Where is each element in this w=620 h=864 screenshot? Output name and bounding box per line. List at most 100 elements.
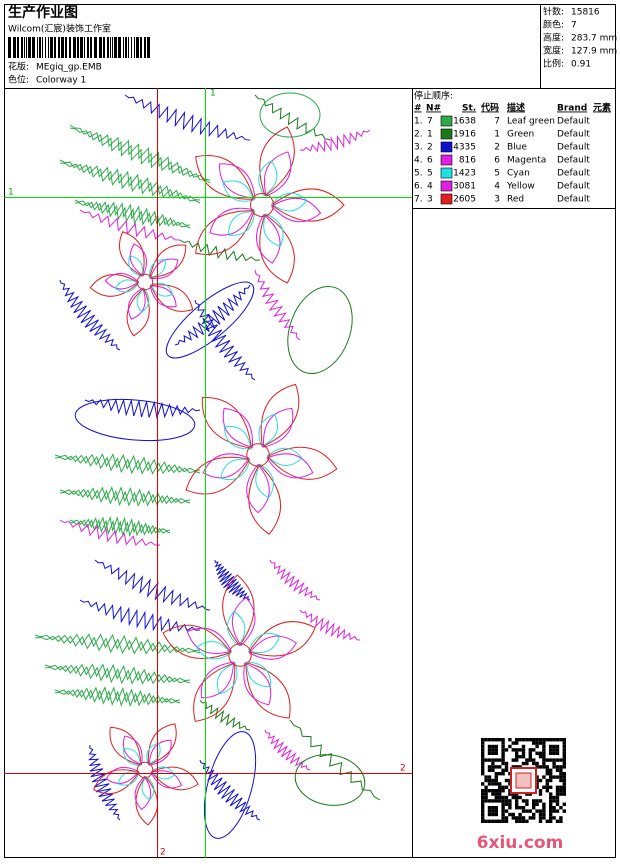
qr-module (562, 775, 566, 779)
qr-module (498, 795, 502, 800)
qr-module (545, 768, 549, 772)
qr-module (542, 765, 546, 769)
qr-module (535, 751, 539, 755)
qr-module (504, 765, 509, 769)
row-needle: 4 (427, 182, 433, 192)
qr-module (515, 795, 519, 800)
stitch-zigzag (59, 489, 191, 507)
qr-module (532, 799, 536, 803)
qr-module (508, 744, 512, 749)
qr-module (562, 744, 566, 749)
row-stitches: 1638 (453, 117, 476, 127)
petal (149, 285, 177, 308)
qr-module (501, 806, 505, 810)
qr-module (545, 789, 549, 793)
qr-module (552, 816, 556, 820)
qr-module (515, 802, 519, 806)
info-label: 针数: (543, 6, 564, 18)
qr-module (481, 789, 485, 793)
qr-module (562, 755, 566, 759)
qr-module (498, 782, 502, 786)
stitch-zigzag (174, 284, 251, 346)
row-desc: Leaf green (507, 117, 555, 127)
stitch-zigzag (59, 486, 191, 504)
design-label: 花版: (8, 61, 29, 73)
qr-module (559, 792, 563, 796)
qr-module (504, 799, 509, 803)
qr-module (494, 778, 498, 783)
qr-module (487, 738, 492, 742)
qr-module (542, 755, 546, 759)
qr-module (562, 758, 566, 762)
bar-line (17, 37, 19, 58)
flower-center (136, 273, 154, 291)
column-header: Brand (557, 104, 587, 114)
stitch-zigzag (69, 519, 171, 538)
leaf-outline (74, 398, 196, 442)
qr-module (484, 819, 488, 823)
row-num: 6. (414, 182, 423, 192)
petal (258, 160, 278, 197)
color-swatch (440, 154, 453, 166)
qr-module (487, 806, 492, 810)
qr-module (538, 812, 543, 817)
row-num: 2. (414, 130, 423, 140)
qr-module (542, 751, 546, 755)
qr-module (481, 761, 485, 766)
qr-module (559, 738, 563, 742)
row-needle: 1 (427, 130, 433, 140)
qr-module (538, 816, 543, 820)
qr-module (525, 799, 529, 803)
qr-module (491, 806, 495, 810)
qr-module (525, 809, 529, 813)
qr-module (518, 812, 522, 817)
column-header: 元素 (593, 102, 611, 114)
row-stitches: 4335 (453, 143, 476, 153)
bar-line (134, 37, 135, 58)
qr-module (552, 809, 556, 813)
qr-module (562, 785, 566, 789)
stitch-zigzag (59, 519, 161, 546)
qr-module (491, 819, 495, 823)
qr-module (532, 806, 536, 810)
row-needle: 2 (427, 143, 433, 153)
qr-module (525, 738, 529, 742)
qr-module (562, 778, 566, 783)
qr-module (555, 748, 560, 752)
row-desc: Blue (507, 143, 527, 153)
qr-module (494, 751, 498, 755)
petal (129, 243, 147, 277)
stitch-zigzag (34, 634, 201, 655)
qr-module (532, 816, 536, 820)
qr-module (532, 738, 536, 742)
qr-module (542, 741, 546, 745)
bar-line (107, 37, 109, 58)
qr-module (501, 785, 505, 789)
row-brand: Default (557, 169, 590, 179)
bar-line (73, 37, 76, 58)
row-brand: Default (557, 143, 590, 153)
petal (223, 425, 252, 450)
qr-module (555, 765, 560, 769)
qr-module (555, 785, 560, 789)
qr-module (511, 765, 515, 769)
qr-module (511, 792, 515, 796)
qr-module (532, 748, 536, 752)
qr-module (515, 758, 519, 762)
qr-module (518, 795, 522, 800)
qr-module (532, 812, 536, 817)
petal (128, 255, 143, 277)
qr-module (545, 758, 549, 762)
qr-module (521, 738, 526, 742)
qr-module (532, 758, 536, 762)
qr-module (555, 789, 560, 793)
petal (266, 446, 338, 480)
qr-module (521, 799, 526, 803)
qr-module (491, 744, 495, 749)
outer-border (4, 4, 616, 858)
qr-module (549, 775, 553, 779)
qr-module (511, 748, 515, 752)
color-swatch (440, 115, 453, 127)
qr-module (481, 744, 485, 749)
qr-module (511, 795, 515, 800)
